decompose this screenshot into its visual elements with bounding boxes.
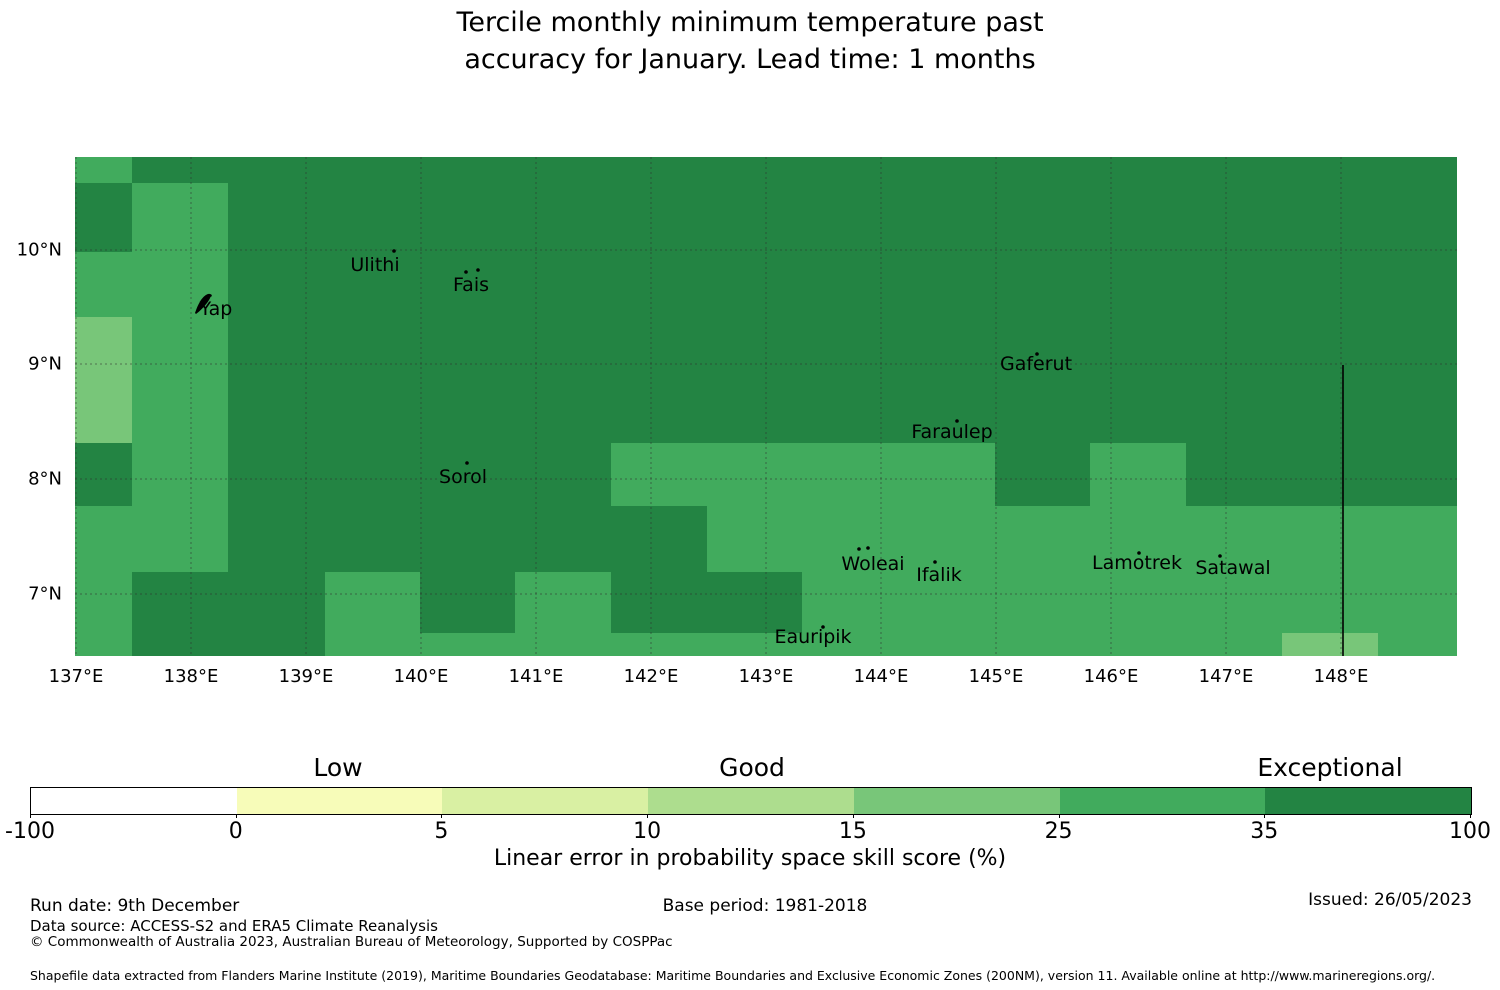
- lat-tick-label: 7°N: [28, 583, 62, 605]
- map-cell: [611, 633, 1282, 656]
- map-cell: [420, 633, 515, 656]
- map-cell: [1090, 443, 1186, 506]
- island-marker-dot: [1218, 554, 1222, 558]
- lon-tick-label: 140°E: [393, 666, 449, 687]
- colorbar-tick-label: 25: [1044, 819, 1073, 844]
- island-marker-dot: [955, 419, 959, 423]
- colorbar-segment: [853, 788, 1060, 814]
- island-label-fais: Fais: [452, 274, 490, 296]
- map-cell: [707, 506, 802, 572]
- issued-text: Issued: 26/05/2023: [1308, 890, 1472, 910]
- island-marker-dot: [464, 270, 468, 274]
- shapefile-text: Shapefile data extracted from Flanders M…: [30, 968, 1436, 983]
- island-label-faraulep: Faraulep: [911, 421, 993, 443]
- lon-tick-label: 148°E: [1313, 666, 1369, 687]
- map-cell: [325, 572, 420, 656]
- island-marker-dot: [392, 249, 396, 253]
- colorbar-tick-label: 10: [633, 819, 662, 844]
- island-label-eauripik: Eauripik: [774, 626, 852, 648]
- base-period-text: Base period: 1981-2018: [662, 896, 868, 916]
- colorbar-tick: [852, 814, 854, 818]
- island-label-sorol: Sorol: [439, 466, 487, 488]
- lat-tick-label: 9°N: [28, 353, 62, 375]
- colorbar-tick-label: 5: [434, 819, 449, 844]
- colorbar-segment: [442, 788, 649, 814]
- island-marker-dot: [465, 461, 469, 465]
- colorbar: [30, 787, 1472, 815]
- colorbar-tick: [1470, 814, 1471, 818]
- colorbar-segment: [31, 788, 237, 814]
- colorbar-category-good: Good: [719, 753, 785, 782]
- map-cell: [132, 252, 228, 572]
- map-cell: [75, 157, 132, 183]
- lon-tick-label: 145°E: [968, 666, 1024, 687]
- lon-tick-label: 143°E: [738, 666, 794, 687]
- colorbar-tick-label: 15: [838, 819, 867, 844]
- colorbar-category-exceptional: Exceptional: [1257, 753, 1403, 782]
- island-marker-dot: [857, 547, 861, 551]
- lon-tick-label: 137°E: [48, 666, 104, 687]
- lon-tick-label: 138°E: [163, 666, 219, 687]
- colorbar-tick-label: 35: [1250, 819, 1279, 844]
- island-label-satawal: Satawal: [1195, 557, 1271, 579]
- map-cell: [515, 572, 611, 656]
- lon-tick-label: 139°E: [278, 666, 334, 687]
- colorbar-tick: [1264, 814, 1266, 818]
- colorbar-segment: [1265, 788, 1471, 814]
- lat-tick-label: 10°N: [16, 239, 62, 261]
- island-marker-dot: [821, 625, 825, 629]
- colorbar-segment: [1059, 788, 1266, 814]
- colorbar-tick: [30, 814, 31, 818]
- colorbar-tick-label: -100: [5, 819, 55, 844]
- map-cell: [75, 252, 132, 317]
- island-marker-dot: [866, 546, 870, 550]
- yap-island-shape: [195, 293, 212, 314]
- island-marker-dot: [1137, 551, 1141, 555]
- colorbar-tick: [1058, 814, 1060, 818]
- colorbar-axis-label: Linear error in probability space skill …: [493, 846, 1007, 871]
- lon-tick-label: 142°E: [623, 666, 679, 687]
- lon-tick-label: 146°E: [1083, 666, 1139, 687]
- copyright-text: © Commonwealth of Australia 2023, Austra…: [30, 934, 673, 950]
- run-date-text: Run date: 9th December: [30, 896, 240, 916]
- lon-tick-label: 147°E: [1198, 666, 1254, 687]
- map-cell: [132, 183, 228, 252]
- island-label-gaferut: Gaferut: [999, 353, 1073, 375]
- chart-title: Tercile monthly minimum temperature past…: [456, 7, 1044, 75]
- colorbar-tick: [647, 814, 649, 818]
- colorbar-tick-label: 100: [1449, 819, 1491, 844]
- map-cell: [75, 317, 132, 443]
- colorbar-segment: [236, 788, 443, 814]
- colorbar-tick: [235, 814, 237, 818]
- lat-tick-label: 8°N: [28, 468, 62, 490]
- map-area: Ulithi Fais Yap Gaferut Faraulep Sorol Woleai I…: [75, 157, 1457, 656]
- island-marker-dot: [476, 268, 480, 272]
- data-source-text: Data source: ACCESS-S2 and ERA5 Climate …: [30, 917, 438, 935]
- lon-tick-label: 144°E: [853, 666, 909, 687]
- colorbar-tick: [441, 814, 443, 818]
- map-cell: [1378, 633, 1457, 656]
- island-label-lamotrek: Lamotrek: [1092, 552, 1182, 574]
- colorbar-segment: [648, 788, 854, 814]
- map-cell: [802, 506, 995, 633]
- colorbar-tick-label: 0: [228, 819, 243, 844]
- island-label-woleai: Woleai: [841, 553, 905, 575]
- island-marker-dot: [1035, 352, 1039, 356]
- map-overlay: [75, 157, 1457, 656]
- map-cell: [75, 506, 132, 656]
- island-label-yap: Yap: [199, 298, 233, 320]
- island-marker-dot: [933, 560, 937, 564]
- map-cell: [1282, 633, 1378, 656]
- island-label-ulithi: Ulithi: [350, 254, 400, 276]
- island-label-ifalik: Ifalik: [916, 564, 962, 586]
- lon-tick-label: 141°E: [508, 666, 564, 687]
- colorbar-category-low: Low: [313, 753, 363, 782]
- map-cell: [611, 443, 995, 506]
